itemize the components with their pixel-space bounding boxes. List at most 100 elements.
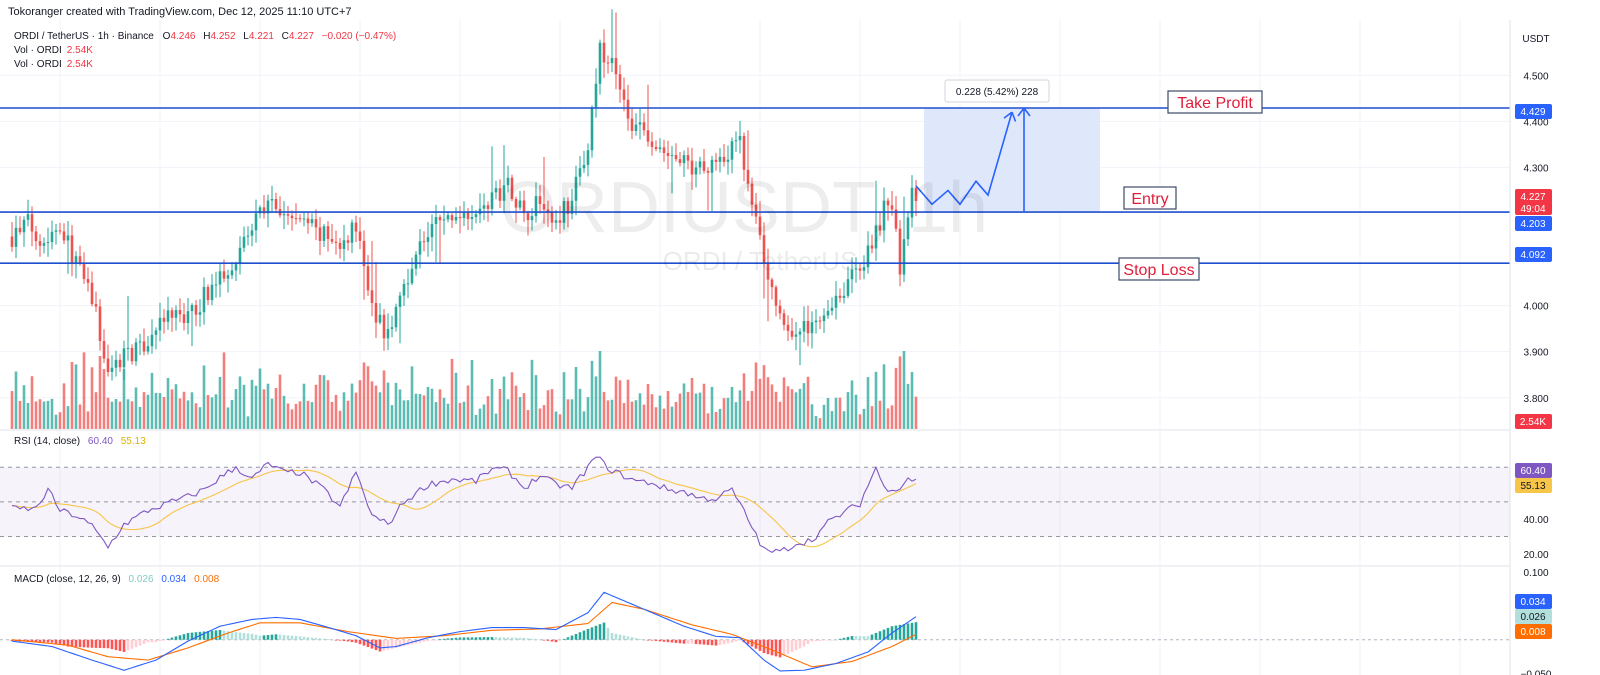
macd-hist-bar [786,639,790,654]
volume-bar [386,382,390,429]
volume-bar [734,402,738,429]
candle-body [286,214,290,216]
volume-bar [914,396,918,429]
volume-bar [190,392,194,429]
rsi-axis-ticks[interactable]: 40.00 20.00 [1523,515,1548,561]
price-tick: 4.400 [1523,117,1548,128]
macd-hist-bar [610,632,614,640]
symbol-legend[interactable]: ORDI / TetherUS · 1h · Binance O4.246 H4… [14,31,396,42]
macd-hist-bar [482,637,486,640]
candle-body [78,256,82,264]
macd-hist-bar [774,639,778,657]
currency-label[interactable]: USDT [1522,34,1549,45]
candle-body [166,310,170,322]
rsi-legend[interactable]: RSI (14, close) 60.40 55.13 [14,436,146,447]
macd-hist-bar [826,639,830,641]
candle-body [614,57,618,75]
macd-hist-bar [242,632,246,640]
take-profit-zone[interactable] [924,107,1100,213]
watermark-name: ORDI / TetherUS [663,246,858,276]
candle-body [834,295,838,308]
volume-bar [138,406,142,429]
volume-bar [474,414,478,429]
candle-body [14,227,18,247]
candle-body [82,263,86,279]
macd-hist-bar [582,630,586,640]
macd-legend[interactable]: MACD (close, 12, 26, 9) 0.026 0.034 0.00… [14,574,220,585]
arrowhead-stroke [1011,111,1017,122]
candle-body [450,215,454,221]
projection-path[interactable] [915,111,1013,206]
rsi-ma-line [11,468,917,548]
candle-body [386,328,390,339]
candle-body [774,287,778,306]
macd-hist-bar [222,630,226,640]
macd-hist-bar [898,624,902,640]
measure-arrow[interactable] [1017,106,1031,213]
volume-bar [46,400,50,429]
volume-bar [766,377,770,429]
volume-bar [614,376,618,429]
volume-bar [218,376,222,429]
volume-bar [594,376,598,429]
candle-body [898,228,902,275]
volume-bar [130,401,134,429]
volume-legend-2[interactable]: Vol · ORDI 2.54K [14,59,93,70]
volume-bar [586,397,590,429]
macd-hist-bar [438,639,442,641]
volume-bar [10,391,14,429]
volume-bar [270,398,274,429]
candle-body [570,200,574,214]
macd-axis-ticks[interactable]: 0.100 −0.050 [1521,568,1552,675]
candle-body [630,118,634,131]
macd-hist-bar [530,638,534,640]
entry-label: Entry [1131,191,1168,208]
volume-bar [898,356,902,429]
entry-label-box[interactable]: Entry [1123,186,1177,210]
stop-loss-label-box[interactable]: Stop Loss [1118,257,1200,281]
candle-body [830,307,834,311]
macd-hist-bar [138,639,142,646]
macd-hist-bar [534,639,538,640]
volume-bar [878,400,882,429]
macd-hist-bar [206,631,210,640]
candle-body [194,304,198,315]
macd-hist-bar [246,633,250,640]
macd-histogram [10,622,918,658]
volume-bar [154,392,158,429]
macd-hist-bar [66,639,70,647]
take-profit-label-box[interactable]: Take Profit [1167,90,1263,114]
macd-hist-bar [710,639,714,646]
candle-body [638,122,642,125]
volume-bar [450,358,454,429]
macd-hist-bar [458,637,462,640]
volume-bar [842,411,846,429]
volume-bar [750,390,754,429]
volume-bar [690,377,694,429]
macd-hist-bar [578,632,582,640]
price-axis-ticks[interactable]: 4.500 4.400 4.300 4.000 3.900 3.800 [1523,71,1548,404]
macd-hist-bar [730,639,734,643]
volume-bar [66,406,70,429]
candle-body [670,155,674,157]
candle-body [786,324,790,331]
macd-hist-bar [722,639,726,645]
take-profit-label: Take Profit [1177,95,1253,112]
macd-hist-bar [210,630,214,640]
candle-body [342,240,346,249]
volume-bar [38,399,42,429]
svg-text:0.008: 0.008 [1520,627,1545,638]
macd-hist-bar [214,630,218,640]
volume-bar [226,407,230,429]
volume-bar [394,382,398,429]
volume-legend-1[interactable]: Vol · ORDI 2.54K [14,45,93,56]
macd-hist-bar [418,639,422,643]
volume-bar [582,411,586,429]
volume-bar [498,389,502,429]
macd-hist-bar [642,639,646,641]
volume-bar [278,374,282,429]
candle-body [502,185,506,201]
chart-grid [0,20,1510,675]
macd-hist-bar [218,630,222,640]
